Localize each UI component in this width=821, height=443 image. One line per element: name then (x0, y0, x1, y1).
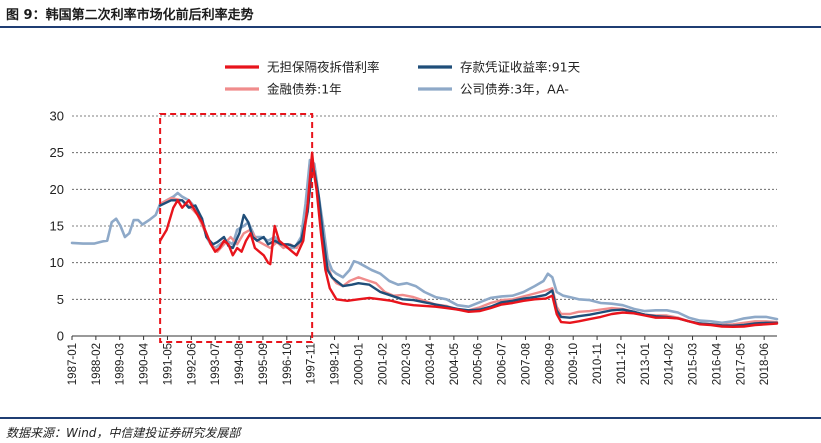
x-tick-label: 1992-06 (186, 343, 198, 385)
x-tick-label: 2009-10 (568, 343, 580, 385)
y-tick-label: 10 (50, 255, 64, 270)
series-line-3 (70, 158, 779, 325)
x-tick-label: 1993-07 (210, 343, 222, 385)
figure-title: 图 9：韩国第二次利率市场化前后利率走势 (6, 8, 254, 23)
y-tick-label: 30 (50, 109, 64, 124)
x-tick-label: 1987-01 (67, 343, 79, 385)
x-tick-label: 2004-05 (449, 343, 461, 385)
x-tick-label: 1995-09 (258, 343, 270, 385)
x-tick-label: 1989-03 (115, 343, 127, 385)
x-tick-label: 2001-02 (377, 343, 389, 385)
x-tick-label: 1994-08 (234, 343, 246, 385)
x-axis-ticks: 1987-01 1988-02 1989-03 1990-04 1991-05 1992-… (67, 336, 771, 385)
x-tick-label: 2014-02 (664, 343, 676, 385)
y-tick-label: 15 (50, 219, 64, 234)
x-tick-label: 1990-04 (139, 342, 151, 385)
series-layer (70, 151, 779, 328)
legend-label-2: 金融债券:1年 (267, 82, 342, 97)
x-tick-label: 2015-03 (688, 343, 700, 385)
legend-label-0: 无担保隔夜拆借利率 (267, 60, 380, 75)
grid-layer (72, 115, 777, 337)
x-tick-label: 1997-11 (306, 343, 318, 384)
x-tick-label: 2016-04 (711, 342, 723, 385)
highlight-box-layer (159, 113, 314, 343)
x-tick-label: 2006-07 (497, 343, 509, 385)
x-tick-label: 2010-11 (592, 343, 604, 384)
x-tick-label: 1991-05 (162, 343, 174, 385)
x-tick-label: 2011-12 (616, 343, 628, 384)
x-tick-label: 2017-05 (735, 343, 747, 385)
x-tick-label: 1988-02 (91, 343, 103, 385)
highlight-box (159, 113, 314, 343)
x-tick-label: 1996-10 (282, 343, 294, 385)
series-line-1 (158, 166, 779, 327)
x-tick-label: 2005-06 (473, 343, 485, 385)
y-tick-label: 25 (50, 145, 64, 160)
y-axis-ticks: 0 5 10 15 20 25 30 (50, 109, 64, 344)
y-tick-label: 20 (50, 182, 64, 197)
x-tick-label: 2013-01 (640, 343, 652, 385)
y-tick-label: 0 (57, 329, 64, 344)
series-line-0 (158, 151, 779, 328)
y-tick-label: 5 (57, 292, 64, 307)
x-tick-label: 2000-01 (353, 343, 365, 385)
line-chart: 0 5 10 15 20 25 30 1987-01 1988-02 1989-03 1990-0… (50, 60, 779, 385)
x-tick-label: 2018-06 (759, 343, 771, 385)
top-rule (0, 26, 821, 28)
x-tick-label: 2008-09 (544, 343, 556, 385)
legend-label-3: 公司债券:3年，AA- (460, 82, 569, 97)
bottom-rule (0, 417, 821, 419)
x-tick-label: 2003-04 (425, 342, 437, 385)
x-tick-label: 2002-03 (401, 343, 413, 385)
source-note: 数据来源：Wind，中信建投证券研究发展部 (6, 426, 241, 440)
legend-label-1: 存款凭证收益率:91天 (460, 60, 581, 75)
x-tick-label: 1998-12 (330, 343, 342, 385)
x-tick-label: 2007-08 (520, 343, 532, 385)
